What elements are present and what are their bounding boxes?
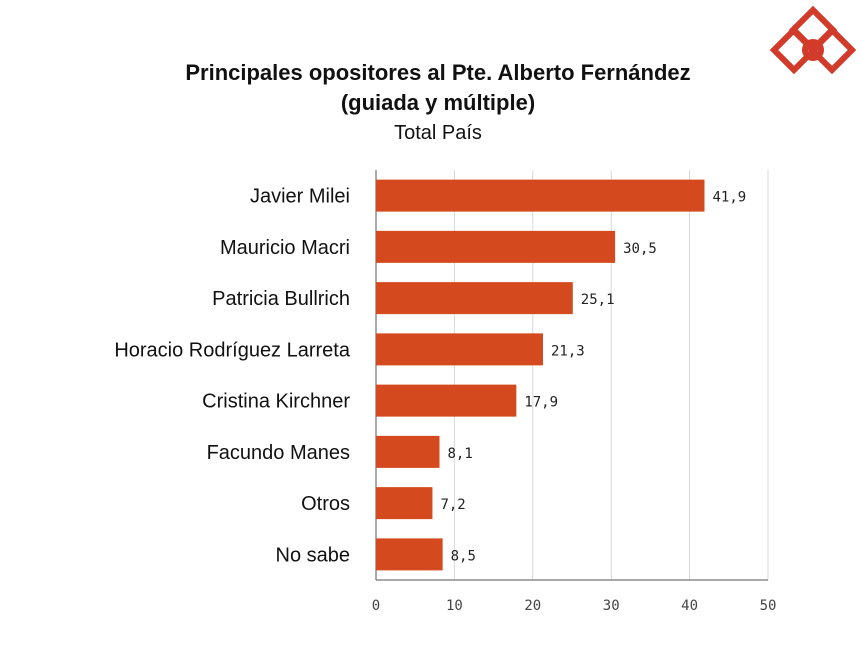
logo-icon (770, 6, 856, 75)
category-label: Javier Milei (250, 186, 350, 208)
bar (376, 538, 443, 571)
bar (376, 384, 517, 417)
data-label: 7,2 (440, 497, 465, 513)
category-label: Cristina Kirchner (202, 391, 350, 413)
bar (376, 230, 616, 263)
x-tick-label: 0 (372, 598, 380, 614)
category-label: Patricia Bullrich (212, 288, 350, 310)
chart-title: Principales opositores al Pte. Alberto F… (185, 60, 691, 85)
category-label: Otros (301, 493, 350, 515)
chart-subtitle: (guiada y múltiple) (340, 90, 536, 115)
data-label: 41,9 (712, 190, 746, 206)
bar (376, 179, 705, 212)
bar (376, 487, 433, 520)
x-tick-label: 40 (681, 598, 698, 614)
category-label: No sabe (276, 544, 351, 566)
x-tick-label: 30 (603, 598, 620, 614)
category-label: Mauricio Macri (220, 237, 350, 259)
x-tick-label: 10 (446, 598, 463, 614)
data-label: 21,3 (551, 343, 585, 359)
chart-scope: Total País (394, 122, 482, 144)
data-label: 25,1 (581, 292, 615, 308)
bar (376, 435, 440, 468)
bar (376, 333, 543, 366)
data-label: 8,1 (448, 446, 473, 462)
chart-titles: Principales opositores al Pte. Alberto F… (0, 58, 862, 147)
data-label: 30,5 (623, 241, 657, 257)
data-label: 17,9 (524, 395, 558, 411)
bar (376, 282, 573, 315)
x-tick-label: 20 (524, 598, 541, 614)
category-label: Facundo Manes (207, 442, 350, 464)
x-tick-label: 50 (760, 598, 777, 614)
category-label: Horacio Rodríguez Larreta (114, 339, 351, 361)
data-label: 8,5 (451, 548, 476, 564)
